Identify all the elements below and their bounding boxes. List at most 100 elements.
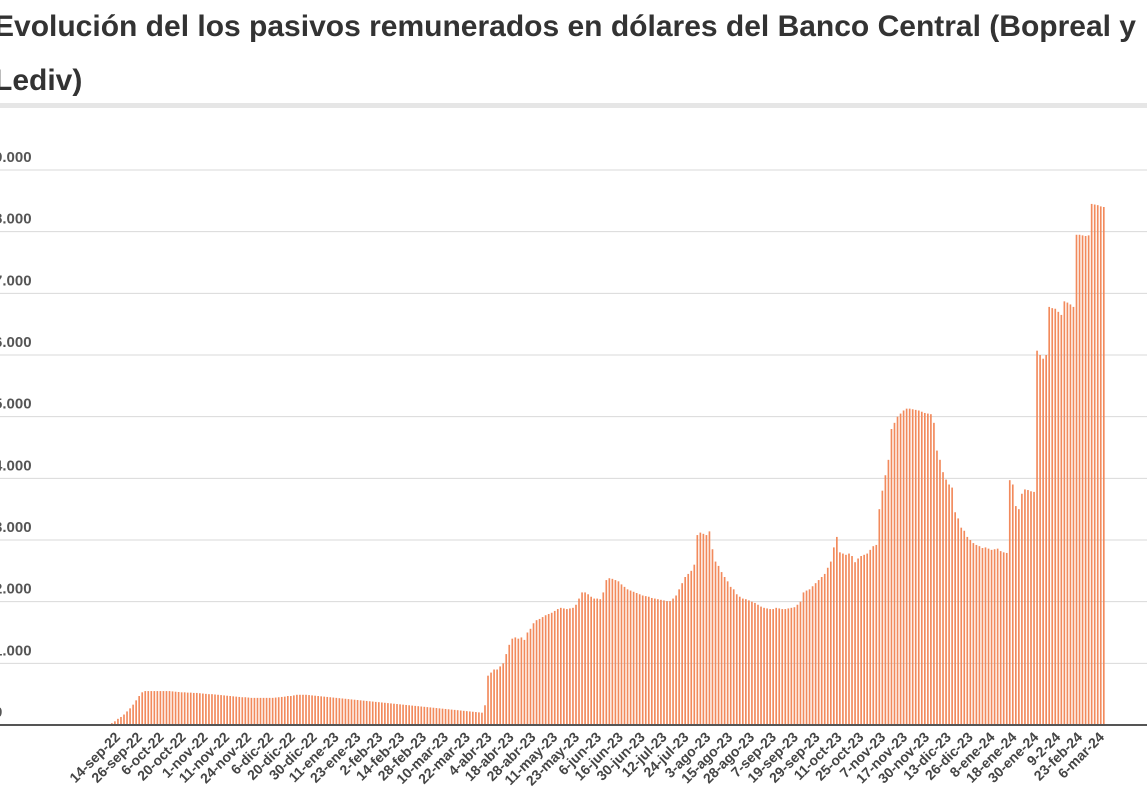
bar	[202, 693, 204, 725]
chart-grid	[0, 169, 1147, 664]
bar	[302, 694, 304, 725]
y-tick-label: 1.000	[0, 642, 32, 659]
bar	[681, 583, 683, 725]
bar	[1027, 490, 1029, 725]
bar	[966, 536, 969, 725]
bar	[972, 543, 975, 725]
bar	[408, 705, 410, 725]
bar	[168, 691, 171, 725]
bar	[775, 607, 778, 725]
bar	[690, 570, 693, 725]
bar	[1045, 355, 1047, 725]
bar	[723, 577, 726, 725]
bar	[326, 696, 329, 725]
bar	[396, 704, 398, 725]
bar	[399, 704, 401, 725]
bar	[1030, 491, 1032, 725]
bar	[323, 696, 326, 725]
bar	[684, 577, 687, 725]
bar	[362, 700, 365, 725]
bar	[126, 711, 128, 725]
bar	[371, 701, 374, 725]
bar	[826, 567, 829, 725]
bar	[1011, 484, 1014, 725]
bar	[751, 601, 753, 725]
bar	[420, 706, 423, 725]
bar	[493, 669, 495, 725]
bar	[872, 546, 875, 725]
bar	[781, 609, 784, 725]
bar	[823, 573, 826, 725]
bar	[465, 711, 468, 726]
bar	[223, 695, 225, 725]
bar	[247, 697, 250, 725]
bar	[920, 411, 923, 725]
bar	[790, 607, 793, 725]
y-tick-label: 0	[0, 704, 2, 721]
bar	[763, 607, 765, 725]
bar	[845, 554, 847, 725]
bar	[347, 699, 350, 725]
bar	[584, 592, 586, 725]
bar	[602, 592, 605, 725]
bar	[923, 412, 926, 725]
bar	[335, 697, 338, 725]
bar	[769, 609, 771, 725]
bar	[614, 580, 617, 725]
bar	[814, 583, 817, 725]
bar	[893, 422, 896, 725]
bar	[917, 410, 920, 725]
bar	[186, 692, 189, 726]
bar	[890, 429, 893, 725]
bar	[271, 697, 274, 725]
bar	[447, 709, 450, 725]
bar	[566, 609, 568, 725]
bar	[423, 706, 426, 725]
bar	[496, 669, 498, 725]
bar	[1024, 489, 1026, 725]
bar	[745, 599, 747, 725]
bar	[414, 705, 417, 725]
bar	[381, 702, 383, 725]
bar	[559, 607, 562, 725]
bar	[435, 708, 438, 725]
bar	[899, 413, 902, 725]
bar	[208, 694, 210, 725]
bar	[387, 703, 389, 725]
bar	[547, 614, 550, 725]
bar	[869, 549, 872, 725]
bar	[699, 532, 702, 725]
bar	[796, 604, 799, 725]
bar	[657, 599, 659, 725]
bar	[802, 592, 805, 725]
bar	[117, 718, 119, 725]
bar	[911, 409, 914, 725]
bar	[1042, 358, 1044, 725]
bar	[174, 691, 177, 725]
bar	[523, 639, 526, 725]
bar	[359, 700, 362, 725]
bar	[927, 413, 929, 725]
bar	[848, 553, 850, 725]
bar	[863, 554, 865, 725]
bar	[587, 594, 589, 725]
bar	[332, 697, 335, 725]
bar	[654, 598, 656, 725]
bar	[296, 694, 298, 725]
bar	[620, 584, 623, 725]
bar	[353, 699, 356, 725]
bar	[820, 577, 823, 725]
bar	[672, 598, 674, 725]
bar	[735, 594, 738, 725]
bar	[338, 698, 341, 725]
bar	[999, 551, 1002, 725]
bar	[177, 692, 180, 725]
bar	[811, 586, 814, 725]
bar	[195, 692, 198, 725]
bar	[478, 712, 480, 725]
bar	[669, 601, 671, 725]
bar	[711, 549, 714, 725]
bar	[990, 549, 993, 725]
bar	[341, 698, 344, 725]
bar	[1072, 306, 1075, 725]
